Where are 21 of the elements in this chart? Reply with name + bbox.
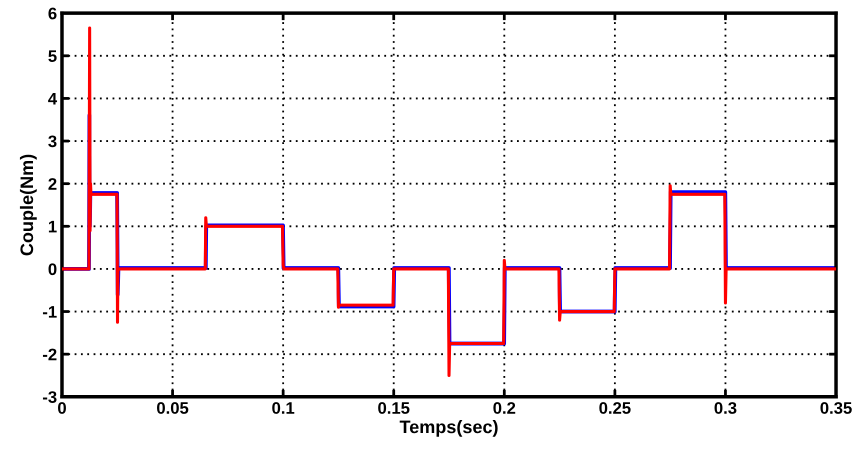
y-tick-label: 4: [48, 92, 58, 104]
y-tick-label: -3: [42, 391, 57, 404]
x-axis-title: Temps(sec): [400, 420, 498, 437]
y-tick-label: -2: [42, 348, 56, 360]
y-tick-label: 3: [48, 135, 57, 148]
y-tick-label: 0: [48, 263, 56, 276]
y-tick-label: 1: [48, 220, 57, 232]
x-tick-label: 0.3: [714, 402, 736, 414]
y-tick-label: 2: [48, 178, 56, 190]
x-tick-label: 0.2: [493, 402, 516, 414]
x-tick-label: 0.1: [272, 402, 294, 414]
y-axis-title: Couple(Nm): [20, 154, 37, 256]
x-tick-label: 0.25: [599, 402, 631, 414]
y-tick-label: -1: [42, 306, 57, 318]
x-tick-label: 0.15: [378, 402, 410, 414]
y-tick-label: 6: [48, 8, 57, 20]
line-series: [62, 26, 836, 378]
x-tick-label: 0.35: [820, 402, 852, 414]
x-tick-label: 0.05: [157, 402, 188, 414]
y-tick-label: 5: [48, 50, 57, 62]
x-tick-label: 0: [58, 402, 66, 414]
